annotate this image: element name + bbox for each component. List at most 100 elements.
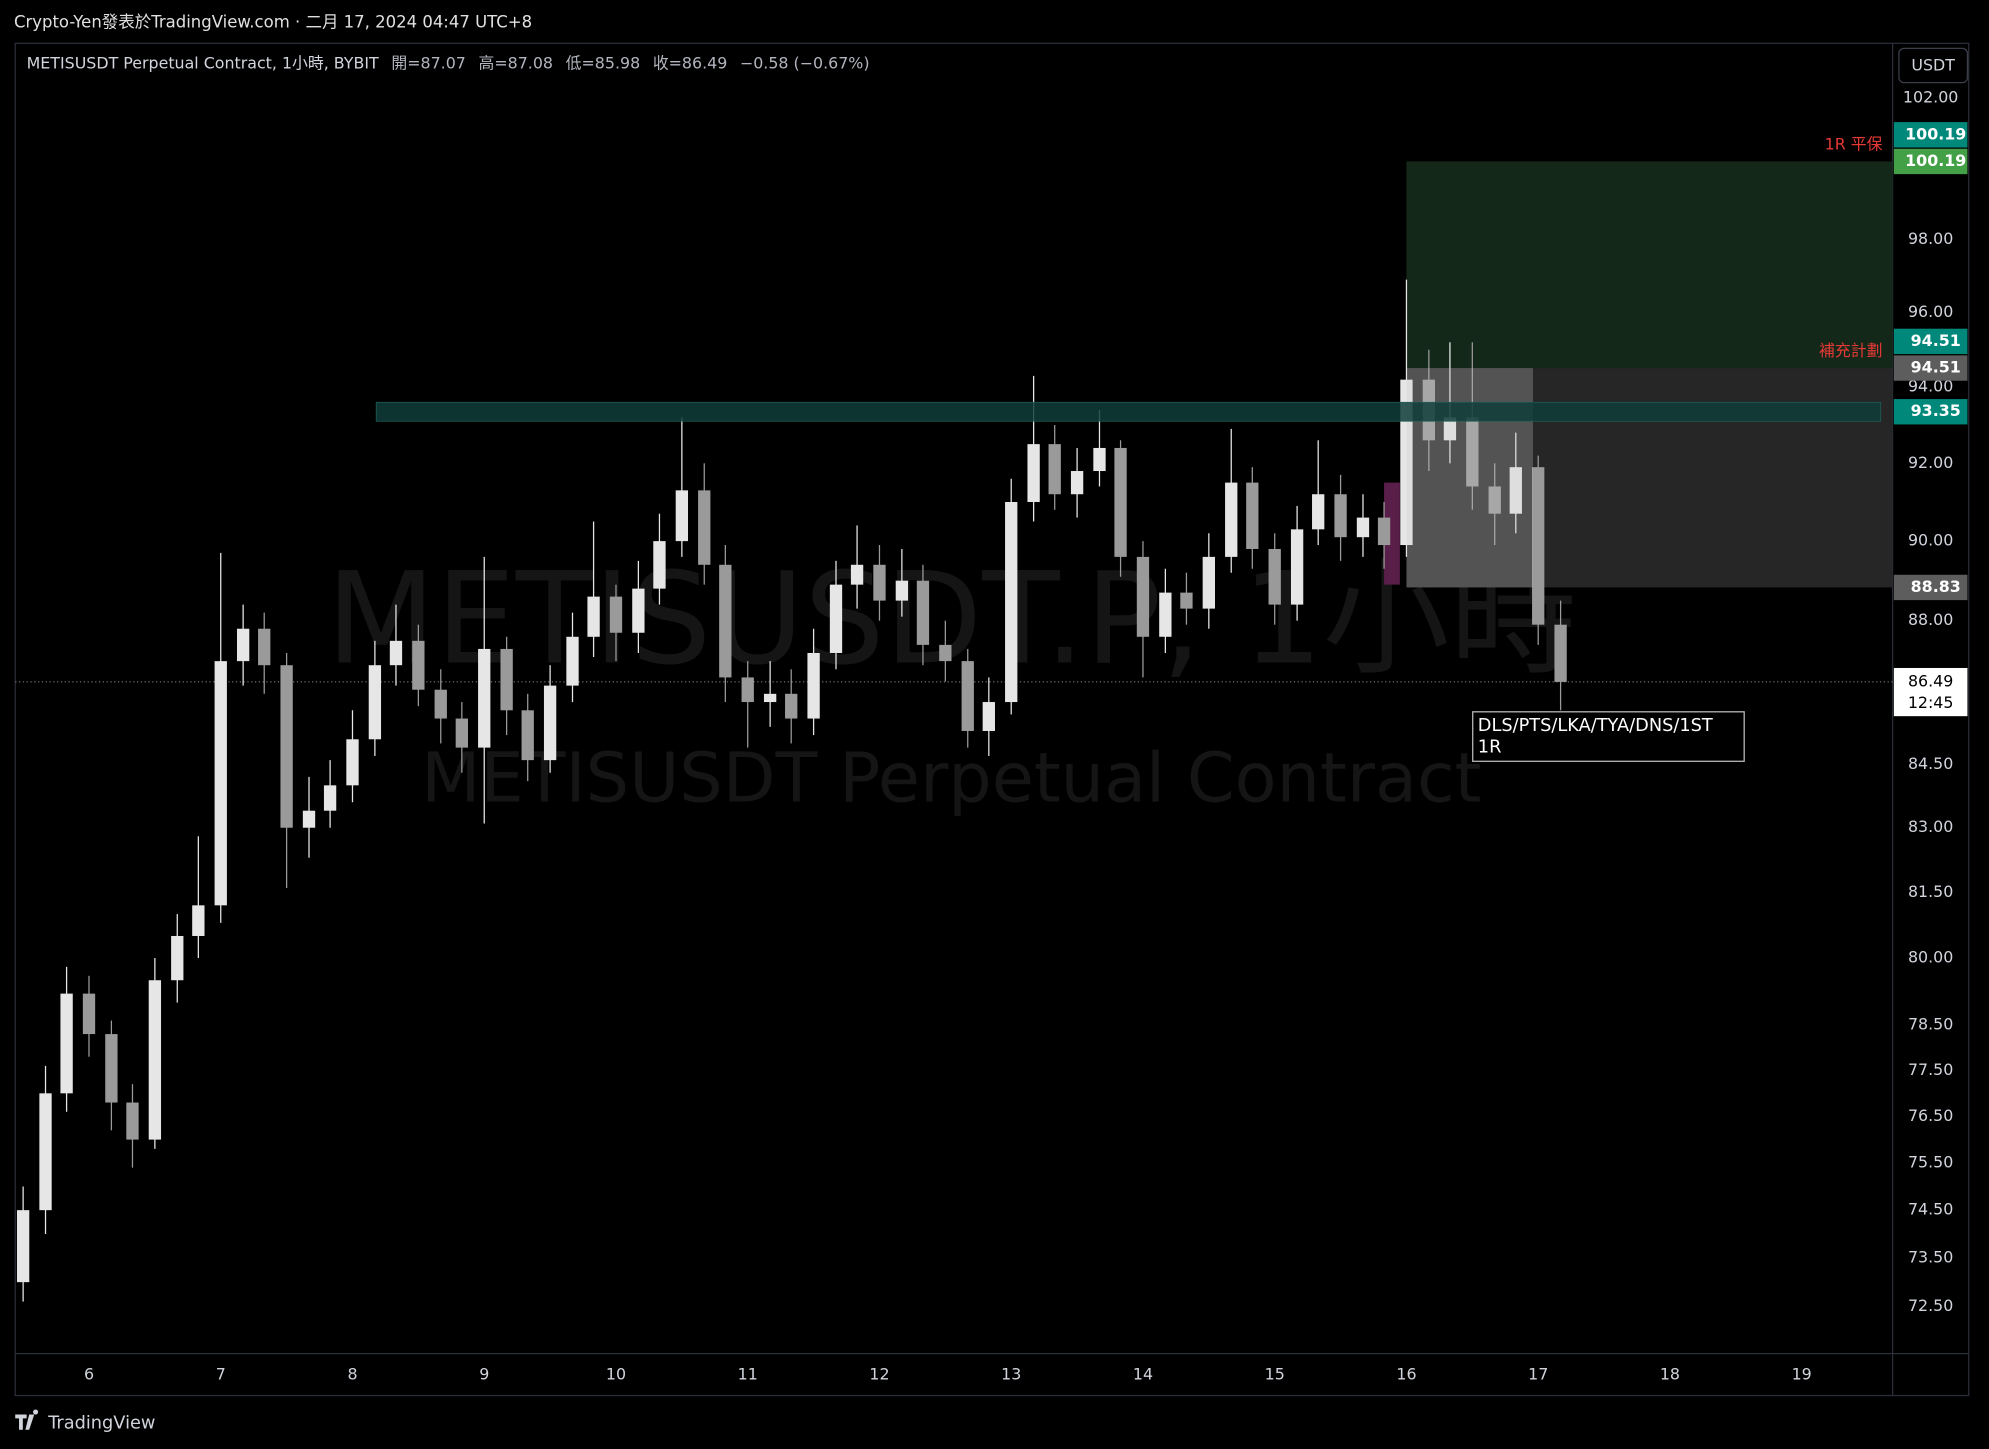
candle-body <box>698 490 711 565</box>
candle-body <box>126 1102 139 1140</box>
price-label-bg <box>1893 399 1968 425</box>
legend-symbol: METISUSDT Perpetual Contract, 1小時, BYBIT <box>27 53 379 72</box>
candle-body <box>1202 556 1215 609</box>
frame <box>14 42 1970 1397</box>
candle-body <box>895 580 909 601</box>
currency-button[interactable] <box>1898 47 1969 84</box>
candle-body <box>171 935 184 981</box>
candle-body <box>434 689 447 719</box>
y-tick-label: 98.00 <box>1908 229 1953 248</box>
candle-body <box>1488 486 1501 514</box>
candle-body <box>455 718 468 748</box>
footer: TradingView <box>47 1413 155 1433</box>
candle-body <box>1246 482 1259 549</box>
candle-body <box>478 648 491 748</box>
y-tick-label: 76.50 <box>1908 1106 1953 1125</box>
candle-body <box>609 596 623 633</box>
y-tick-label: 72.50 <box>1908 1296 1953 1315</box>
textbox-line: DLS/PTS/LKA/TYA/DNS/1ST <box>1478 716 1713 736</box>
annotation: 1R 平保 <box>1825 134 1883 153</box>
y-tick-label: 88.00 <box>1908 610 1953 629</box>
legend-low: 低=85.98 <box>566 53 640 72</box>
y-tick-label: 78.50 <box>1908 1015 1953 1034</box>
zone <box>375 401 1882 422</box>
candle-body <box>785 693 798 719</box>
candle-body <box>1005 502 1018 703</box>
candle-body <box>148 980 162 1140</box>
watermark-subtitle: METISUSDT Perpetual Contract <box>421 738 1481 818</box>
last-price-bg <box>1893 667 1968 717</box>
y-tick-label: 84.50 <box>1908 754 1953 773</box>
candle-body <box>807 652 820 719</box>
position-overlay <box>1406 368 1533 588</box>
y-tick-label: 92.00 <box>1908 453 1953 472</box>
candle-body <box>982 702 995 731</box>
x-tick-label: 19 <box>1792 1365 1812 1384</box>
candle-body <box>653 541 666 589</box>
plot <box>15 161 1893 1302</box>
x-tick-label: 10 <box>606 1365 626 1384</box>
candle-body <box>829 584 843 653</box>
candle-body <box>346 739 359 786</box>
y-tick-label: 74.50 <box>1908 1200 1953 1219</box>
highlight <box>1384 482 1400 585</box>
candle-body <box>1509 467 1522 514</box>
legend-open: 開=87.07 <box>391 53 465 72</box>
candle-body <box>1466 417 1479 487</box>
candle-body <box>1070 471 1084 495</box>
candle-body <box>389 640 403 666</box>
candle-body <box>1159 592 1172 637</box>
textbox <box>1472 711 1745 762</box>
x-tick-label: 8 <box>347 1365 357 1384</box>
candle-body <box>543 685 557 761</box>
candle-body <box>1225 482 1238 557</box>
candle-body <box>1356 517 1370 538</box>
x-tick-label: 12 <box>869 1365 889 1384</box>
price-label-bg <box>1893 355 1968 381</box>
candle-body <box>214 661 227 906</box>
candle-body <box>500 648 513 711</box>
x-tick-label: 9 <box>479 1365 489 1384</box>
candle-body <box>916 580 930 645</box>
price-label-bg <box>1893 148 1968 175</box>
x-tick-label: 17 <box>1528 1365 1548 1384</box>
candle-body <box>1532 467 1545 625</box>
candle-body <box>1554 624 1567 682</box>
x-tick-label: 18 <box>1660 1365 1680 1384</box>
annotation: 補充計劃 <box>1819 341 1882 360</box>
candle-body <box>1048 444 1061 495</box>
x-tick-label: 14 <box>1133 1365 1153 1384</box>
footer-logo <box>15 1409 39 1430</box>
candle-body <box>39 1093 52 1211</box>
candle-body <box>1180 592 1193 609</box>
x-tick-label: 11 <box>738 1365 758 1384</box>
candle-body <box>1093 447 1106 472</box>
y-tick-label: 80.00 <box>1908 948 1953 967</box>
candle-body <box>1290 529 1304 605</box>
candle-body <box>1268 548 1281 605</box>
x-tick-label: 16 <box>1396 1365 1416 1384</box>
y-tick-label: 90.00 <box>1908 531 1953 550</box>
x-tick-label: 7 <box>216 1365 226 1384</box>
y-tick-label: 96.00 <box>1908 302 1953 321</box>
y-tick-label: 83.00 <box>1908 817 1953 836</box>
price-label: 100.19 <box>1905 151 1966 170</box>
last-price: 86.49 <box>1908 671 1953 690</box>
legend-close: 收=86.49 <box>653 53 727 72</box>
candle-body <box>412 640 425 690</box>
candle-body <box>236 628 250 662</box>
candle-body <box>521 710 534 761</box>
candle-body <box>368 665 382 740</box>
y-tick-label: 77.50 <box>1908 1060 1953 1079</box>
price-label-bg <box>1893 122 1968 148</box>
legend-high: 高=87.08 <box>479 53 553 72</box>
candle-body <box>741 677 754 703</box>
currency[interactable]: USDT <box>1911 56 1955 75</box>
candle-body <box>873 564 886 601</box>
candle-body <box>82 993 96 1035</box>
y-tick-label: 81.50 <box>1908 882 1953 901</box>
countdown: 12:45 <box>1908 693 1954 712</box>
y-tick-label: 73.50 <box>1908 1247 1953 1266</box>
target-zone <box>1406 161 1893 369</box>
